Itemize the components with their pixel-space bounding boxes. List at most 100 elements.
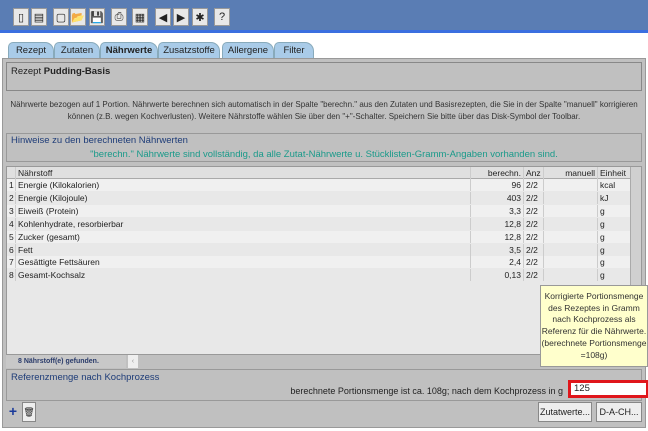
- calculator-icon[interactable]: ▦: [132, 8, 148, 26]
- scroll-left-icon[interactable]: ‹: [127, 355, 138, 368]
- cell-calc: 403: [471, 191, 524, 204]
- cell-manual[interactable]: [544, 256, 598, 269]
- cell-manual[interactable]: [544, 191, 598, 204]
- save-disk-icon[interactable]: 💾: [89, 8, 105, 26]
- hints-message: "berechn." Nährwerte sind vollständig, d…: [90, 149, 558, 160]
- table-row[interactable]: 1 Energie (Kilokalorien) 96 2/2 kcal: [7, 179, 631, 191]
- table-row[interactable]: 2 Energie (Kilojoule) 403 2/2 kJ: [7, 191, 631, 204]
- table-row[interactable]: 8 Gesamt-Kochsalz 0,13 2/2 g: [7, 269, 631, 282]
- cell-name: Gesamt-Kochsalz: [16, 269, 471, 282]
- cell-unit: g: [598, 230, 631, 243]
- cell-anz: 2/2: [524, 204, 544, 217]
- cell-n: 2: [7, 191, 16, 204]
- nutrient-table: Nährstoff berechn. Anz manuell Einheit 1 Energ…: [6, 166, 642, 355]
- hints-group: Hinweise zu den berechneten Nährwerten "…: [6, 133, 642, 162]
- table-row[interactable]: 5 Zucker (gesamt) 12,8 2/2 g: [7, 230, 631, 243]
- books-icon[interactable]: ▤: [31, 8, 47, 26]
- cell-unit: g: [598, 217, 631, 230]
- cell-anz: 2/2: [524, 256, 544, 269]
- cell-calc: 12,8: [471, 217, 524, 230]
- table-header: Nährstoff berechn. Anz manuell Einheit: [7, 167, 631, 179]
- column-header-calc[interactable]: berechn.: [471, 167, 524, 179]
- cell-manual[interactable]: [544, 269, 598, 282]
- cell-n: 4: [7, 217, 16, 230]
- recipe-box: Rezept Pudding-Basis: [6, 62, 642, 91]
- tab-bar: Rezept Zutaten Nährwerte Zusatzstoffe Allerg…: [0, 40, 648, 58]
- column-header-anz[interactable]: Anz: [524, 167, 544, 179]
- cell-n: 8: [7, 269, 16, 282]
- cell-anz: 2/2: [524, 217, 544, 230]
- hints-title: Hinweise zu den berechneten Nährwerten: [11, 135, 188, 146]
- column-header-index[interactable]: [7, 167, 16, 179]
- cell-unit: kcal: [598, 179, 631, 191]
- cell-name: Fett: [16, 243, 471, 256]
- cell-unit: g: [598, 269, 631, 282]
- cell-unit: kJ: [598, 191, 631, 204]
- cell-name: Energie (Kilokalorien): [16, 179, 471, 191]
- cell-calc: 0,13: [471, 269, 524, 282]
- open-folder-icon[interactable]: 📂: [70, 8, 86, 26]
- column-header-name[interactable]: Nährstoff: [16, 167, 471, 179]
- cell-anz: 2/2: [524, 230, 544, 243]
- cell-name: Zucker (gesamt): [16, 230, 471, 243]
- help-icon[interactable]: ?: [214, 8, 230, 26]
- tab-nährwerte[interactable]: Nährwerte: [100, 42, 158, 58]
- tooltip: Korrigierte Portionsmenge des Rezeptes i…: [540, 285, 648, 367]
- portion-weight-input[interactable]: 125: [568, 380, 648, 398]
- ingredient-values-button[interactable]: Zutatwerte...: [538, 402, 592, 422]
- cell-calc: 3,3: [471, 204, 524, 217]
- gear-icon[interactable]: ✱: [192, 8, 208, 26]
- cell-calc: 3,5: [471, 243, 524, 256]
- new-document-icon[interactable]: ▢: [53, 8, 69, 26]
- cell-anz: 2/2: [524, 243, 544, 256]
- cell-n: 5: [7, 230, 16, 243]
- cell-manual[interactable]: [544, 243, 598, 256]
- previous-icon[interactable]: ◀: [155, 8, 171, 26]
- info-text: Nährwerte bezogen auf 1 Portion. Nährwer…: [8, 99, 640, 123]
- cell-manual[interactable]: [544, 230, 598, 243]
- print-icon[interactable]: ⎙: [111, 8, 127, 26]
- add-nutrient-button[interactable]: +: [6, 402, 20, 422]
- column-header-unit[interactable]: Einheit: [598, 167, 631, 179]
- cell-manual[interactable]: [544, 204, 598, 217]
- status-bar: 8 Nährstoff(e) gefunden. ‹: [6, 355, 642, 368]
- reference-group: Referenzmenge nach Kochprozess berechnet…: [6, 369, 642, 401]
- reference-title: Referenzmenge nach Kochprozess: [11, 372, 160, 383]
- cell-anz: 2/2: [524, 179, 544, 191]
- cell-n: 1: [7, 179, 16, 191]
- cell-name: Energie (Kilojoule): [16, 191, 471, 204]
- table-row[interactable]: 3 Eiweiß (Protein) 3,3 2/2 g: [7, 204, 631, 217]
- table-scrollbar[interactable]: [630, 167, 641, 354]
- cell-name: Gesättigte Fettsäuren: [16, 256, 471, 269]
- tab-allergene[interactable]: Allergene: [222, 42, 274, 58]
- toolbar: ▯ ▤ ▢ 📂 💾 ⎙ ▦ ◀ ▶ ✱?: [0, 0, 648, 33]
- cell-anz: 2/2: [524, 269, 544, 282]
- delete-nutrient-button[interactable]: 🗑: [22, 402, 36, 422]
- found-count: 8 Nährstoff(e) gefunden.: [6, 355, 126, 368]
- cell-name: Eiweiß (Protein): [16, 204, 471, 217]
- tab-filter[interactable]: Filter: [274, 42, 314, 58]
- tab-rezept[interactable]: Rezept: [8, 42, 54, 58]
- table-row[interactable]: 6 Fett 3,5 2/2 g: [7, 243, 631, 256]
- reference-label: berechnete Portionsmenge ist ca. 108g; n…: [290, 386, 563, 396]
- tab-zusatzstoffe[interactable]: Zusatzstoffe: [158, 42, 220, 58]
- dach-button[interactable]: D-A-CH...: [596, 402, 642, 422]
- book-icon[interactable]: ▯: [13, 8, 29, 26]
- cell-unit: g: [598, 204, 631, 217]
- recipe-label: Rezept: [11, 66, 42, 77]
- table-row[interactable]: 4 Kohlenhydrate, resorbierbar 12,8 2/2 g: [7, 217, 631, 230]
- recipe-name: Pudding-Basis: [43, 66, 111, 77]
- cell-calc: 12,8: [471, 230, 524, 243]
- cell-n: 6: [7, 243, 16, 256]
- column-header-manual[interactable]: manuell: [544, 167, 598, 179]
- tab-zutaten[interactable]: Zutaten: [54, 42, 100, 58]
- table-row[interactable]: 7 Gesättigte Fettsäuren 2,4 2/2 g: [7, 256, 631, 269]
- cell-anz: 2/2: [524, 191, 544, 204]
- cell-manual[interactable]: [544, 179, 598, 191]
- cell-unit: g: [598, 243, 631, 256]
- cell-calc: 96: [471, 179, 524, 191]
- cell-manual[interactable]: [544, 217, 598, 230]
- cell-n: 3: [7, 204, 16, 217]
- cell-name: Kohlenhydrate, resorbierbar: [16, 217, 471, 230]
- next-icon[interactable]: ▶: [173, 8, 189, 26]
